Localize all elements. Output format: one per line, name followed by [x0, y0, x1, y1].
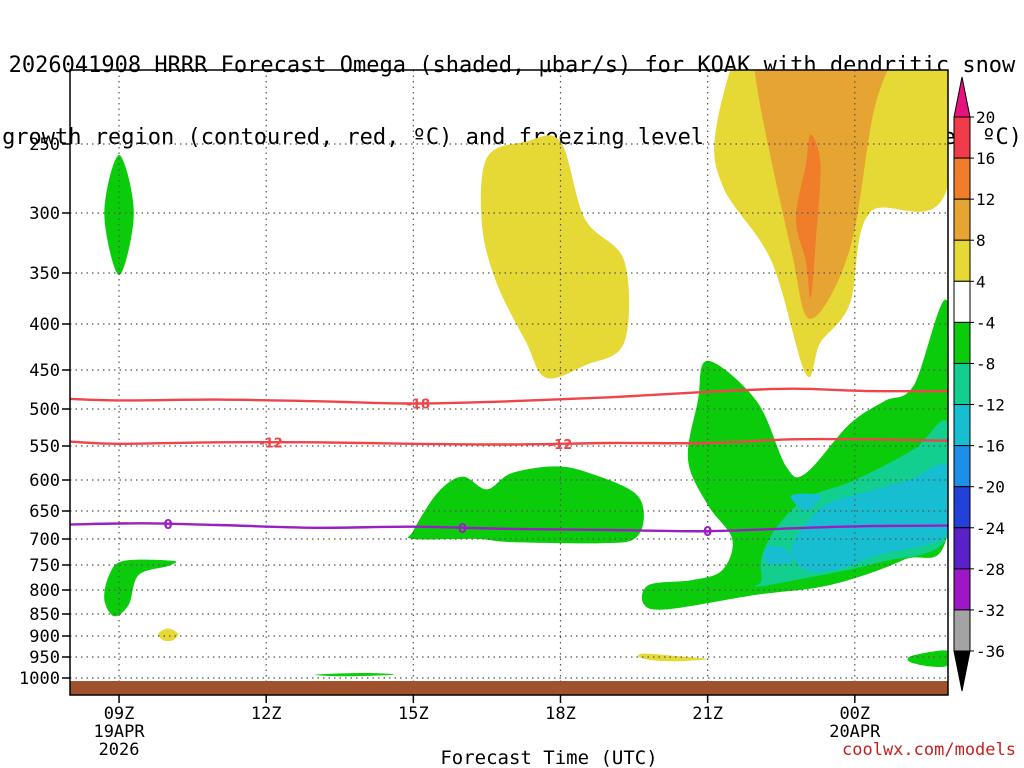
colorbar-band [953, 568, 971, 611]
omega-region-10 [407, 466, 644, 544]
y-tick-label: 750 [29, 556, 60, 576]
colorbar-label: -4 [976, 313, 995, 332]
y-tick-label: 1000 [19, 669, 60, 689]
y-tick-label: 300 [29, 204, 60, 224]
x-tick-label: 09Z [104, 704, 135, 724]
colorbar-band [953, 116, 971, 159]
x-tick-label: 12Z [251, 704, 282, 724]
omega-shading-layer [104, 70, 948, 677]
y-tick-label: 400 [29, 315, 60, 335]
colorbar-label: 20 [976, 108, 995, 127]
ground-surface [70, 681, 948, 695]
colorbar-band [953, 198, 971, 241]
y-tick-label: 500 [29, 400, 60, 420]
x-tick-date: 20APR [829, 722, 881, 742]
contour-label--12: -12 [549, 438, 573, 453]
omega-region-4 [480, 135, 630, 379]
x-tick-label: 21Z [692, 704, 723, 724]
contour-label-0: 0 [458, 522, 467, 537]
colorbar-label: -24 [976, 519, 1005, 538]
x-tick-date: 19APR [93, 722, 145, 742]
omega-region-14 [790, 464, 948, 573]
colorbar-band [953, 445, 971, 488]
y-tick-label: 650 [29, 502, 60, 522]
y-tick-label: 350 [29, 264, 60, 284]
grid-layer [70, 70, 948, 695]
y-tick-label: 900 [29, 627, 60, 647]
x-axis-label: Forecast Time (UTC) [440, 747, 657, 768]
ground-layer [70, 681, 948, 695]
x-tick-label: 15Z [398, 704, 429, 724]
contour-label--12: -12 [259, 436, 283, 451]
y-tick-label: 450 [29, 361, 60, 381]
omega-region-7 [104, 155, 134, 275]
axes-layer: 2503003504004505005506006507007508008509… [19, 69, 949, 768]
colorbar-label: -28 [976, 560, 1005, 579]
contour-label-0: 0 [164, 518, 173, 533]
colorbar-label: 16 [976, 149, 995, 168]
omega-region-3 [795, 134, 821, 298]
colorbar-label: -32 [976, 601, 1005, 620]
source-credit: coolwx.com/models [842, 740, 1016, 760]
colorbar-label: -20 [976, 478, 1005, 497]
colorbar-band [953, 527, 971, 570]
y-tick-label: 800 [29, 581, 60, 601]
y-tick-label: 250 [29, 135, 60, 155]
x-tick-label: 18Z [545, 704, 576, 724]
y-tick-label: 600 [29, 471, 60, 491]
x-tick-year: 2026 [99, 740, 140, 760]
colorbar-label: -16 [976, 437, 1005, 456]
x-tick-label: 00Z [839, 704, 870, 724]
colorbar-band [953, 486, 971, 529]
contour-label-0: 0 [703, 525, 712, 540]
y-tick-label: 850 [29, 605, 60, 625]
colorbar-top-arrow [953, 76, 971, 118]
colorbar-band [953, 362, 971, 406]
colorbar-label: 4 [976, 272, 986, 291]
colorbar-band [953, 280, 971, 323]
colorbar-band [953, 321, 971, 364]
colorbar-band [953, 404, 971, 447]
omega-region-12 [907, 650, 948, 668]
omega-region-15 [763, 545, 793, 565]
contour-label--18: -18 [407, 397, 431, 412]
colorbar: 20 16 12 8 4 -4 -8 -12 -16 -20 -24 -28 -32 -36 [953, 76, 1005, 692]
colorbar-label: -36 [976, 642, 1005, 661]
contour-line-0 [70, 522, 948, 533]
omega-region-9 [314, 673, 395, 677]
omega-region-6 [638, 653, 708, 662]
omega-region-8 [104, 559, 177, 617]
plot-frame [69, 69, 949, 696]
colorbar-label: -8 [976, 354, 995, 373]
colorbar-label: 8 [976, 231, 986, 250]
y-tick-label: 550 [29, 437, 60, 457]
colorbar-label: -12 [976, 396, 1005, 415]
colorbar-band [953, 157, 971, 200]
contour-line--12 [70, 437, 948, 446]
omega-region-2 [754, 70, 888, 319]
contour-line--18 [70, 387, 948, 405]
y-tick-label: 950 [29, 648, 60, 668]
colorbar-band [953, 239, 971, 282]
colorbar-band [953, 609, 971, 652]
omega-region-5 [158, 628, 179, 642]
colorbar-bottom-arrow [953, 650, 971, 692]
contour-layer: -18 -12 -12 0 0 0 [70, 387, 948, 540]
y-tick-label: 700 [29, 530, 60, 550]
colorbar-label: 12 [976, 190, 995, 209]
omega-region-16 [790, 493, 821, 511]
